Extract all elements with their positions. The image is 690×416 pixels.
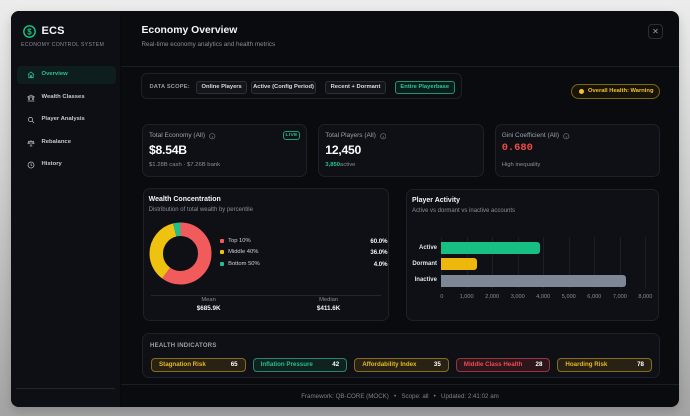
svg-text:$: $ bbox=[27, 27, 32, 36]
